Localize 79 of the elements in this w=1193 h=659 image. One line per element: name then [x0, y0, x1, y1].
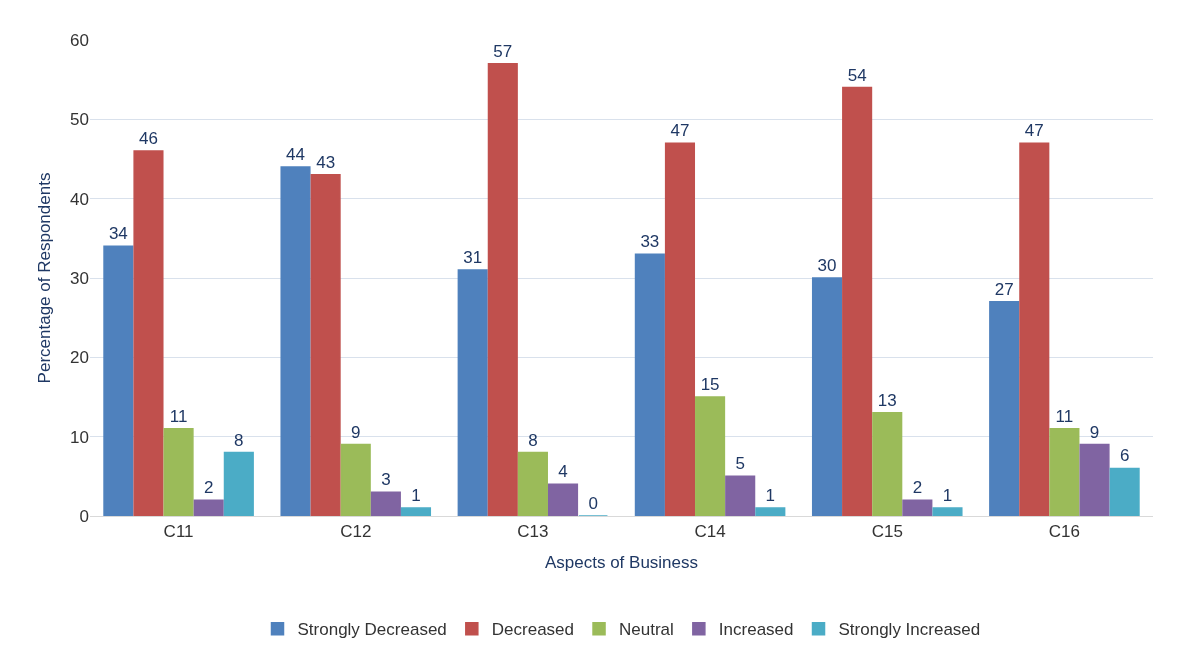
y-tick-label: 10 — [70, 427, 89, 447]
bar — [517, 451, 548, 516]
data-label: 13 — [877, 390, 897, 410]
data-label: 11 — [1055, 406, 1074, 426]
bar — [755, 507, 786, 516]
data-label: 8 — [528, 430, 538, 450]
x-tick-label: C16 — [1048, 522, 1081, 542]
data-label: 3 — [381, 470, 391, 490]
data-label: 33 — [640, 232, 660, 252]
bar — [842, 86, 873, 516]
x-axis-title: Aspects of Business — [544, 552, 699, 572]
x-tick-label: C14 — [694, 522, 726, 542]
bar — [1019, 142, 1050, 516]
data-label: 30 — [817, 256, 837, 275]
bar — [457, 269, 488, 516]
bar — [223, 451, 254, 516]
legend-label: Neutral — [619, 620, 674, 640]
data-label: 46 — [139, 129, 158, 149]
bar — [1109, 467, 1140, 516]
bar — [547, 483, 579, 516]
bar — [133, 150, 164, 516]
data-label: 34 — [108, 224, 128, 244]
bar — [193, 499, 224, 516]
data-label: 8 — [234, 430, 244, 450]
bar — [163, 427, 194, 516]
y-tick-label: 60 — [70, 30, 89, 50]
y-tick-label: 20 — [70, 348, 89, 368]
legend-label: Strongly Decreased — [297, 620, 447, 640]
data-label: 9 — [351, 422, 361, 442]
bar — [1049, 427, 1080, 516]
bar — [695, 396, 726, 516]
y-tick-label: 0 — [79, 506, 89, 526]
data-label: 47 — [670, 121, 690, 141]
data-label: 1 — [942, 486, 953, 506]
bar — [280, 166, 311, 516]
legend-label: Increased — [718, 620, 794, 640]
data-label: 47 — [1024, 121, 1044, 141]
data-label: 6 — [1119, 446, 1130, 466]
data-label: 27 — [994, 279, 1014, 299]
data-label: 15 — [700, 375, 720, 394]
y-axis-title: Percentage of Respondents — [34, 172, 54, 384]
bar — [370, 491, 401, 516]
bar — [902, 499, 933, 516]
data-label: 31 — [463, 248, 483, 268]
y-tick-label: 30 — [70, 268, 89, 288]
bar — [487, 63, 518, 516]
data-label: 54 — [847, 65, 867, 85]
bar — [872, 412, 903, 516]
x-tick-label: C11 — [163, 522, 194, 542]
data-label: 1 — [765, 486, 776, 506]
legend-label: Strongly Increased — [838, 620, 981, 640]
data-label: 11 — [169, 406, 188, 426]
x-tick-label: C13 — [517, 522, 549, 542]
data-label: 9 — [1089, 422, 1100, 442]
bar — [1079, 443, 1110, 516]
data-label: 57 — [493, 41, 513, 61]
y-tick-label: 50 — [70, 110, 89, 130]
data-label: 44 — [286, 144, 305, 164]
y-tick-label: 40 — [70, 189, 89, 209]
bar — [811, 277, 843, 516]
x-tick-label: C15 — [871, 522, 903, 542]
data-label: 1 — [411, 486, 421, 506]
bar — [634, 253, 665, 516]
bar — [932, 507, 963, 516]
bar — [989, 301, 1020, 516]
bar — [400, 507, 432, 516]
bar — [340, 443, 371, 516]
bar — [664, 142, 696, 516]
data-label: 2 — [203, 478, 214, 498]
bar — [725, 475, 756, 516]
bar — [103, 245, 134, 516]
data-label: 43 — [316, 152, 336, 172]
data-label: 0 — [588, 494, 598, 513]
bar — [310, 174, 341, 516]
data-label: 4 — [558, 462, 568, 482]
legend-label: Decreased — [491, 620, 575, 640]
x-tick-label: C12 — [340, 522, 372, 542]
data-label: 2 — [912, 478, 923, 498]
data-label: 5 — [735, 454, 745, 474]
